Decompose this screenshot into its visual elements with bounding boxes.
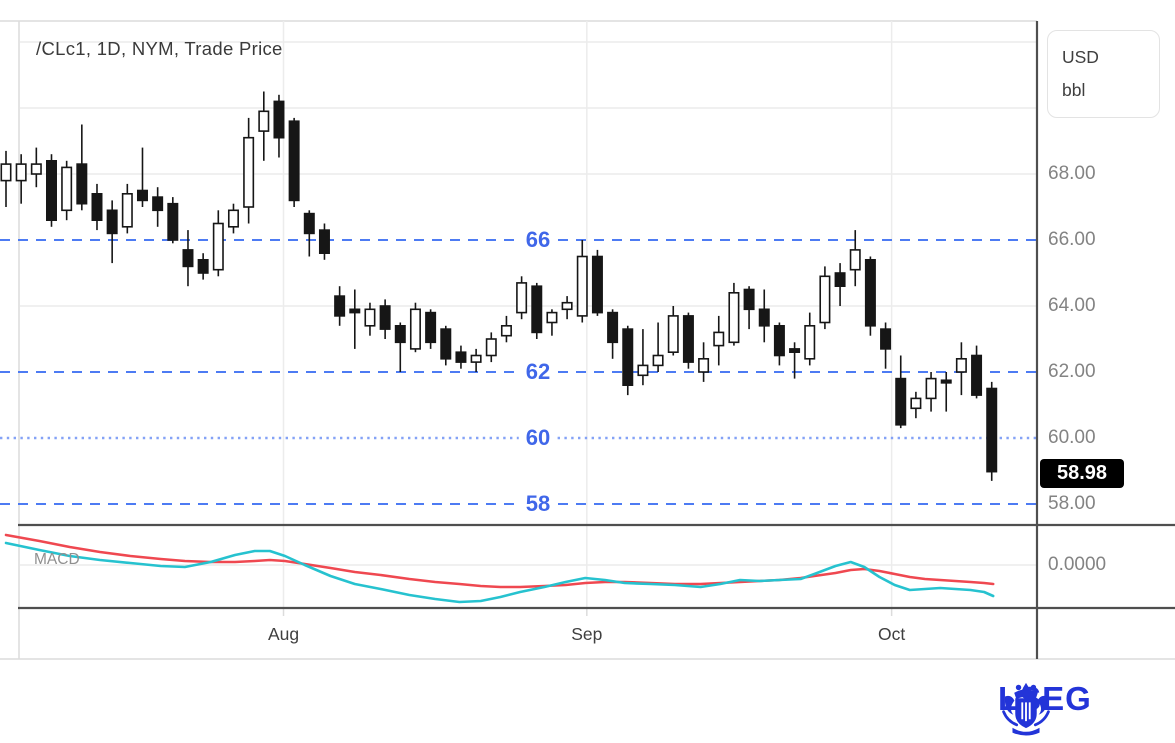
candle bbox=[288, 117, 300, 207]
candle bbox=[470, 348, 482, 372]
candle bbox=[485, 332, 497, 363]
price-tick-label: 62.00 bbox=[1048, 361, 1096, 382]
candle bbox=[349, 289, 361, 349]
candle bbox=[895, 355, 907, 429]
candle bbox=[728, 282, 740, 346]
time-axis-label: Aug bbox=[267, 624, 300, 644]
lseg-logo: LSEG bbox=[998, 680, 1092, 736]
candle bbox=[743, 286, 755, 330]
candle bbox=[561, 296, 573, 320]
candle bbox=[682, 312, 694, 369]
candle bbox=[334, 286, 346, 326]
candle bbox=[364, 302, 376, 336]
candle bbox=[30, 147, 42, 188]
candle bbox=[804, 312, 816, 366]
candle bbox=[303, 210, 315, 257]
candle bbox=[394, 322, 406, 372]
candle bbox=[622, 325, 634, 396]
candle bbox=[61, 160, 73, 221]
time-axis-label: Sep bbox=[571, 624, 603, 644]
candle bbox=[576, 240, 588, 323]
candle bbox=[379, 299, 391, 339]
macd-indicator-label: MACD bbox=[34, 551, 80, 568]
candle bbox=[0, 150, 12, 207]
candle bbox=[864, 256, 876, 336]
candle bbox=[819, 266, 831, 330]
price-axis-unit-box: USD bbl bbox=[1047, 30, 1160, 118]
last-price-badge: 58.98 bbox=[1040, 459, 1124, 488]
candle bbox=[546, 309, 558, 336]
candle bbox=[227, 203, 239, 234]
macd-line bbox=[4, 541, 995, 604]
candle bbox=[698, 342, 710, 382]
candle bbox=[789, 342, 801, 379]
candle bbox=[758, 289, 770, 343]
candle bbox=[773, 322, 785, 366]
unit-currency: USD bbox=[1062, 47, 1099, 67]
macd-signal-line bbox=[4, 533, 995, 589]
price-tick-label: 68.00 bbox=[1048, 163, 1096, 184]
candle bbox=[91, 183, 103, 231]
level-label: 60 bbox=[518, 425, 558, 451]
candle bbox=[849, 230, 861, 287]
candle bbox=[880, 322, 892, 369]
candle bbox=[182, 230, 194, 287]
candle bbox=[152, 187, 164, 227]
candle bbox=[243, 117, 255, 224]
price-tick-label: 60.00 bbox=[1048, 427, 1096, 448]
chart-title: /CLc1, 1D, NYM, Trade Price bbox=[36, 38, 283, 59]
candle bbox=[76, 124, 88, 211]
level-label: 58 bbox=[518, 491, 558, 517]
candle bbox=[607, 309, 619, 359]
candle bbox=[925, 372, 937, 412]
candle bbox=[167, 197, 179, 244]
candles-layer bbox=[0, 91, 998, 481]
candle bbox=[516, 276, 528, 320]
level-label: 62 bbox=[518, 359, 558, 385]
price-tick-label: 64.00 bbox=[1048, 295, 1096, 316]
candle bbox=[637, 329, 649, 386]
candle bbox=[15, 154, 27, 204]
candle bbox=[591, 249, 603, 316]
candle bbox=[45, 154, 57, 227]
candle bbox=[197, 253, 209, 280]
candle bbox=[425, 309, 437, 349]
candle bbox=[318, 223, 330, 260]
candle bbox=[834, 263, 846, 306]
candle bbox=[136, 147, 148, 207]
candle bbox=[500, 315, 512, 343]
candle bbox=[531, 282, 543, 339]
candle bbox=[106, 200, 118, 264]
candle bbox=[258, 91, 270, 161]
grid-layer bbox=[0, 20, 1175, 660]
candle bbox=[971, 345, 983, 399]
lseg-crest-icon bbox=[1002, 682, 1050, 736]
candle bbox=[910, 391, 922, 419]
candle bbox=[940, 372, 952, 412]
level-label: 66 bbox=[518, 227, 558, 253]
price-tick-label: 58.00 bbox=[1048, 493, 1096, 514]
candle bbox=[713, 315, 725, 366]
panel-borders-layer bbox=[18, 21, 1175, 659]
macd-zero-label: 0.0000 bbox=[1048, 554, 1107, 575]
candle bbox=[455, 345, 467, 369]
price-tick-label: 66.00 bbox=[1048, 229, 1096, 250]
candle bbox=[652, 322, 664, 372]
level-lines-layer bbox=[0, 239, 1037, 505]
candle bbox=[409, 302, 421, 353]
candle bbox=[121, 183, 133, 234]
candle bbox=[212, 210, 224, 277]
time-axis-label: Oct bbox=[878, 624, 906, 644]
unit-measure: bbl bbox=[1062, 80, 1086, 100]
candle bbox=[955, 342, 967, 396]
macd-layer bbox=[4, 533, 995, 604]
candle bbox=[667, 306, 679, 356]
candle bbox=[440, 325, 452, 366]
candle bbox=[986, 381, 998, 481]
candle bbox=[273, 94, 285, 158]
